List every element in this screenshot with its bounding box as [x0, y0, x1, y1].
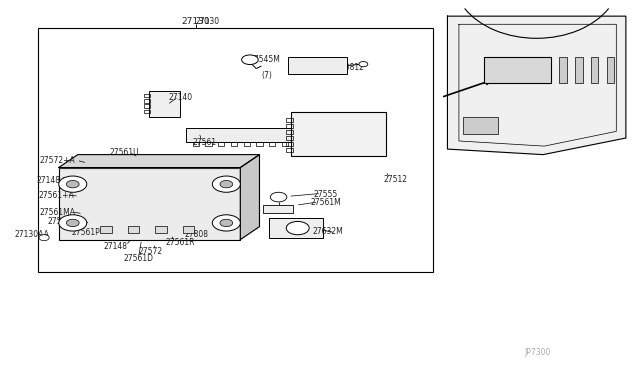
Bar [144, 105, 150, 108]
Circle shape [359, 62, 368, 67]
Bar [144, 94, 150, 97]
Bar [269, 218, 323, 238]
Text: 27572+A: 27572+A [40, 156, 76, 166]
Bar [286, 136, 292, 140]
Bar [144, 99, 150, 103]
Text: 27512: 27512 [384, 175, 408, 184]
Bar [205, 142, 212, 147]
Text: (7): (7) [261, 71, 272, 80]
Text: 27130AA: 27130AA [14, 230, 49, 239]
Bar [144, 110, 150, 113]
Bar [484, 57, 551, 83]
Bar [186, 128, 291, 142]
Bar [607, 57, 614, 83]
Circle shape [212, 215, 241, 231]
Bar [286, 148, 292, 152]
Bar [286, 124, 292, 128]
Bar [231, 142, 237, 147]
Circle shape [242, 55, 258, 64]
Text: 27130: 27130 [196, 17, 220, 26]
Bar [156, 226, 167, 233]
Bar [269, 142, 275, 147]
Bar [100, 226, 111, 233]
Bar [575, 57, 582, 83]
Text: 27148: 27148 [103, 242, 127, 251]
Bar [282, 142, 288, 147]
Bar [256, 142, 262, 147]
Polygon shape [447, 16, 626, 155]
Bar [291, 112, 386, 156]
Circle shape [220, 180, 233, 188]
Bar [218, 142, 225, 147]
Circle shape [67, 219, 79, 227]
Text: 27555: 27555 [314, 190, 338, 199]
Polygon shape [59, 155, 259, 167]
Text: 27632M: 27632M [312, 227, 343, 235]
Text: 27572: 27572 [138, 247, 163, 256]
Circle shape [270, 192, 287, 202]
Text: 27561D: 27561D [124, 254, 154, 263]
Text: 08513-30812: 08513-30812 [314, 63, 365, 72]
Circle shape [212, 176, 241, 192]
Bar [288, 57, 347, 74]
Bar [286, 130, 292, 134]
Text: 27561P: 27561P [72, 228, 100, 237]
Text: 27130: 27130 [181, 17, 210, 26]
Bar [262, 205, 293, 212]
Text: 27561N: 27561N [47, 217, 77, 226]
Text: 27561+A: 27561+A [38, 191, 74, 200]
Bar [193, 142, 199, 147]
Bar [591, 57, 598, 83]
Bar [128, 226, 140, 233]
Text: 27561U: 27561U [109, 148, 140, 157]
Circle shape [286, 221, 309, 235]
Circle shape [39, 235, 49, 241]
Text: 27148+A: 27148+A [36, 176, 72, 185]
Text: 27561: 27561 [193, 138, 217, 147]
Bar [149, 92, 180, 116]
Circle shape [59, 215, 87, 231]
Text: 27545M: 27545M [250, 55, 281, 64]
Text: 27808: 27808 [185, 230, 209, 239]
Bar [38, 28, 433, 272]
Text: 27561MA: 27561MA [40, 208, 76, 217]
Bar [463, 116, 499, 134]
Bar [59, 167, 241, 240]
Text: 27561R: 27561R [166, 238, 195, 247]
Bar [559, 57, 566, 83]
Bar [244, 142, 250, 147]
Polygon shape [241, 155, 259, 240]
Bar [183, 226, 195, 233]
Text: JP7300: JP7300 [524, 347, 550, 357]
Bar [286, 118, 292, 122]
Text: 27561M: 27561M [310, 198, 341, 207]
Text: 27140: 27140 [168, 93, 193, 102]
Bar [286, 142, 292, 146]
Circle shape [67, 180, 79, 188]
Circle shape [59, 176, 87, 192]
Circle shape [220, 219, 233, 227]
